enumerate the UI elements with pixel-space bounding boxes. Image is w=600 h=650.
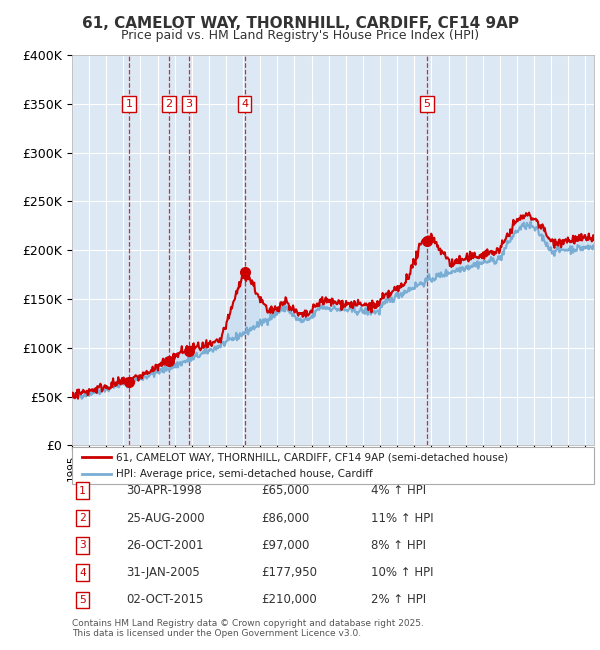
Text: 1: 1 [79,486,86,496]
Text: 26-OCT-2001: 26-OCT-2001 [126,539,203,552]
Text: £65,000: £65,000 [262,484,310,497]
FancyBboxPatch shape [72,447,594,484]
Text: 4: 4 [241,99,248,109]
Text: HPI: Average price, semi-detached house, Cardiff: HPI: Average price, semi-detached house,… [116,469,373,478]
Text: 2: 2 [79,513,86,523]
Text: 61, CAMELOT WAY, THORNHILL, CARDIFF, CF14 9AP (semi-detached house): 61, CAMELOT WAY, THORNHILL, CARDIFF, CF1… [116,452,508,462]
Text: 02-OCT-2015: 02-OCT-2015 [126,593,203,606]
Text: £97,000: £97,000 [262,539,310,552]
Text: 1: 1 [125,99,133,109]
Text: 2% ↑ HPI: 2% ↑ HPI [371,593,426,606]
Text: 25-AUG-2000: 25-AUG-2000 [126,512,205,525]
Text: Price paid vs. HM Land Registry's House Price Index (HPI): Price paid vs. HM Land Registry's House … [121,29,479,42]
Text: 5: 5 [79,595,86,605]
Text: £86,000: £86,000 [262,512,310,525]
Text: 11% ↑ HPI: 11% ↑ HPI [371,512,434,525]
Text: 61, CAMELOT WAY, THORNHILL, CARDIFF, CF14 9AP: 61, CAMELOT WAY, THORNHILL, CARDIFF, CF1… [82,16,518,31]
Text: 10% ↑ HPI: 10% ↑ HPI [371,566,434,579]
Text: £210,000: £210,000 [262,593,317,606]
Text: 8% ↑ HPI: 8% ↑ HPI [371,539,426,552]
Text: 30-APR-1998: 30-APR-1998 [126,484,202,497]
Text: 3: 3 [79,540,86,551]
Text: 4% ↑ HPI: 4% ↑ HPI [371,484,426,497]
Text: Contains HM Land Registry data © Crown copyright and database right 2025.
This d: Contains HM Land Registry data © Crown c… [72,619,424,638]
Text: 5: 5 [424,99,431,109]
Text: 2: 2 [165,99,172,109]
Text: 4: 4 [79,567,86,578]
Text: £177,950: £177,950 [262,566,317,579]
Text: 31-JAN-2005: 31-JAN-2005 [126,566,200,579]
Text: 3: 3 [185,99,192,109]
